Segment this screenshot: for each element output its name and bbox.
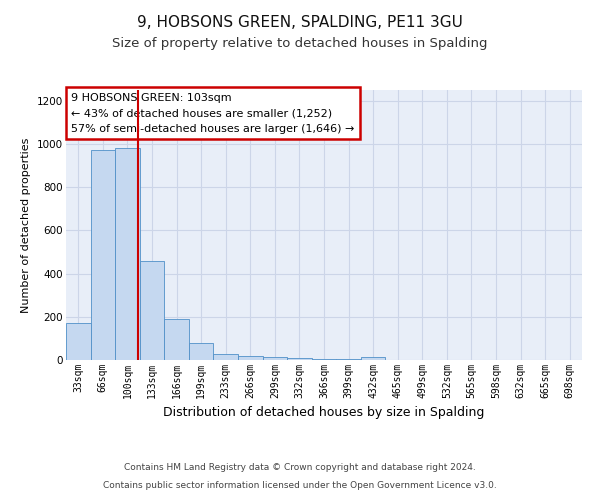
Bar	[66, 324, 91, 360]
Bar	[115, 148, 140, 360]
Bar	[361, 357, 385, 360]
Bar	[336, 359, 361, 360]
Text: Contains public sector information licensed under the Open Government Licence v3: Contains public sector information licen…	[103, 481, 497, 490]
Bar	[287, 358, 312, 360]
Text: Contains HM Land Registry data © Crown copyright and database right 2024.: Contains HM Land Registry data © Crown c…	[124, 464, 476, 472]
Bar	[140, 260, 164, 360]
Text: Size of property relative to detached houses in Spalding: Size of property relative to detached ho…	[112, 38, 488, 51]
X-axis label: Distribution of detached houses by size in Spalding: Distribution of detached houses by size …	[163, 406, 485, 420]
Bar	[263, 357, 287, 360]
Bar	[91, 150, 115, 360]
Bar	[164, 319, 189, 360]
Bar	[214, 354, 238, 360]
Bar	[238, 356, 263, 360]
Bar	[189, 342, 214, 360]
Bar	[312, 359, 336, 360]
Text: 9 HOBSONS GREEN: 103sqm
← 43% of detached houses are smaller (1,252)
57% of semi: 9 HOBSONS GREEN: 103sqm ← 43% of detache…	[71, 92, 355, 134]
Y-axis label: Number of detached properties: Number of detached properties	[22, 138, 31, 312]
Text: 9, HOBSONS GREEN, SPALDING, PE11 3GU: 9, HOBSONS GREEN, SPALDING, PE11 3GU	[137, 15, 463, 30]
